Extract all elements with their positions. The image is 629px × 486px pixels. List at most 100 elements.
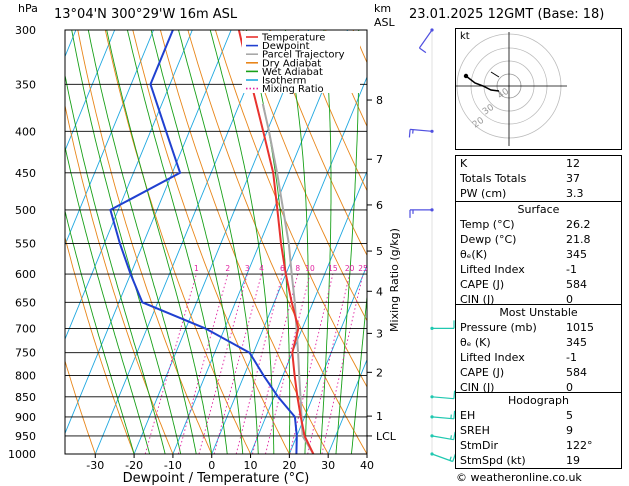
table-row: CAPE (J) 584 (456, 277, 621, 292)
mixing-ratio-label: 10 (305, 264, 315, 273)
table-row-value: -1 (566, 263, 577, 276)
table-row: Dewp (°C) 21.8 (456, 232, 621, 247)
wind-barb-flag (452, 453, 456, 462)
indices-table: K 12 Totals Totals 37 PW (cm) 3.3 (455, 155, 622, 202)
table-row: Temp (°C) 26.2 (456, 217, 621, 232)
pressure-unit-label: hPa (18, 2, 38, 15)
dewpoint-line (109, 30, 298, 454)
table-row-key: Totals Totals (460, 172, 527, 185)
wind-barb-flag (453, 431, 456, 440)
wind-barb-staff (410, 128, 433, 132)
wind-barb-flag (419, 47, 427, 54)
table-row-key: Dewp (°C) (460, 233, 517, 246)
table-row: CAPE (J) 584 (456, 365, 621, 380)
pressure-tick-label: 800 (15, 369, 36, 382)
legend-isotherm: Isotherm (262, 76, 306, 87)
mixing-ratio-label: 4 (259, 264, 264, 273)
wind-barb-flag (408, 129, 411, 138)
wind-barb (409, 208, 434, 218)
plot-frame (64, 29, 368, 455)
table-row: θₑ (K) 345 (456, 335, 621, 350)
temperature-line (237, 30, 315, 454)
table-row: K 12 (456, 156, 621, 171)
pressure-tick-label: 950 (15, 430, 36, 443)
wind-barb-base (430, 395, 434, 399)
wind-barb (430, 390, 456, 400)
wet-adiabat-line (65, 209, 135, 454)
height-unit-km: km (374, 2, 392, 15)
dry-adiabat-line (77, 30, 213, 454)
temp-tick-label: 30 (321, 459, 335, 472)
table-title: Most Unstable (499, 306, 578, 319)
wind-barb (430, 320, 455, 330)
surface-table: Surface Temp (°C) 26.2 Dewp (°C) 21.8 θₑ(K) 34… (455, 201, 622, 308)
pressure-tick-label: 650 (15, 296, 36, 309)
table-row: StmDir 122° (456, 438, 621, 453)
table-row: Pressure (mb) 1015 (456, 320, 621, 335)
wind-barb-staff (418, 29, 433, 49)
temp-tick-label: 40 (360, 459, 374, 472)
pressure-tick-label: 300 (15, 24, 36, 37)
mixing-ratio-label: 6 (280, 264, 285, 273)
table-row-key: θₑ(K) (460, 248, 488, 261)
table-row: Lifted Index -1 (456, 350, 621, 365)
table-row-value: 1015 (566, 321, 594, 334)
wind-barb-flag (453, 410, 456, 419)
height-unit-asl: ASL (374, 16, 395, 29)
table-row: Lifted Index -1 (456, 262, 621, 277)
isotherm-line (211, 75, 367, 454)
wet-adiabat-line (351, 291, 367, 454)
wind-barb-base (430, 326, 434, 330)
mixing-ratio-label: 2 (225, 264, 230, 273)
table-row-value: 9 (566, 424, 573, 437)
table-row: StmSpd (kt) 19 (456, 453, 621, 468)
table-row-value: 26.2 (566, 218, 591, 231)
isotherm-line (172, 30, 349, 454)
pressure-tick-label: 600 (15, 268, 36, 281)
height-km-label: 8 (376, 94, 383, 107)
wet-adiabat-line (126, 30, 228, 454)
table-row-key: Lifted Index (460, 263, 525, 276)
table-row: CIN (J) 0 (456, 292, 621, 307)
wind-barb-flag (453, 390, 456, 399)
height-km-label: 2 (376, 366, 383, 379)
wind-barb-base (430, 434, 434, 438)
wind-barb-staff (431, 416, 454, 420)
temp-tick-label: -20 (125, 459, 143, 472)
isotherm-line (65, 30, 77, 58)
table-title: Surface (517, 203, 560, 216)
table-row: CIN (J) 0 (456, 380, 621, 395)
hodograph-start-point (463, 73, 469, 79)
temp-tick-label: -10 (164, 459, 182, 472)
table-row-value: 584 (566, 366, 587, 379)
wind-barb (408, 128, 434, 138)
mixing-ratio-label: 8 (295, 264, 300, 273)
pressure-tick-label: 500 (15, 204, 36, 217)
mixing-ratio-axis-label: Mixing Ratio (g/kg) (388, 228, 401, 332)
wind-barb-staff (431, 435, 454, 441)
table-row-key: SREH (460, 424, 490, 437)
table-row-value: -1 (566, 351, 577, 364)
wind-barb-staff (431, 453, 453, 463)
table-row-key: Temp (°C) (460, 218, 515, 231)
wind-barb (430, 431, 456, 441)
pressure-tick-label: 850 (15, 391, 36, 404)
table-row-value: 345 (566, 248, 587, 261)
hodograph-trace (465, 75, 500, 92)
mixing-ratio-label: 20 (345, 264, 355, 273)
mixing-ratio-label: 25 (358, 264, 368, 273)
table-row-key: CAPE (J) (460, 366, 505, 379)
wind-barb-half-flag (450, 435, 452, 440)
most-unstable-table: Most Unstable Pressure (mb) 1015 θₑ (K) 345 L… (455, 304, 622, 396)
table-row-value: 12 (566, 157, 580, 170)
table-row-key: EH (460, 409, 476, 422)
dry-adiabat-line (65, 235, 135, 454)
table-row-value: 345 (566, 336, 587, 349)
parcel-trajectory-line (261, 103, 315, 454)
height-km-label: 6 (376, 199, 383, 212)
wind-barb-base (430, 28, 434, 32)
isotherm-line (288, 264, 367, 454)
legend-mixing-ratio: Mixing Ratio (262, 84, 324, 95)
height-km-label: 7 (376, 153, 383, 166)
